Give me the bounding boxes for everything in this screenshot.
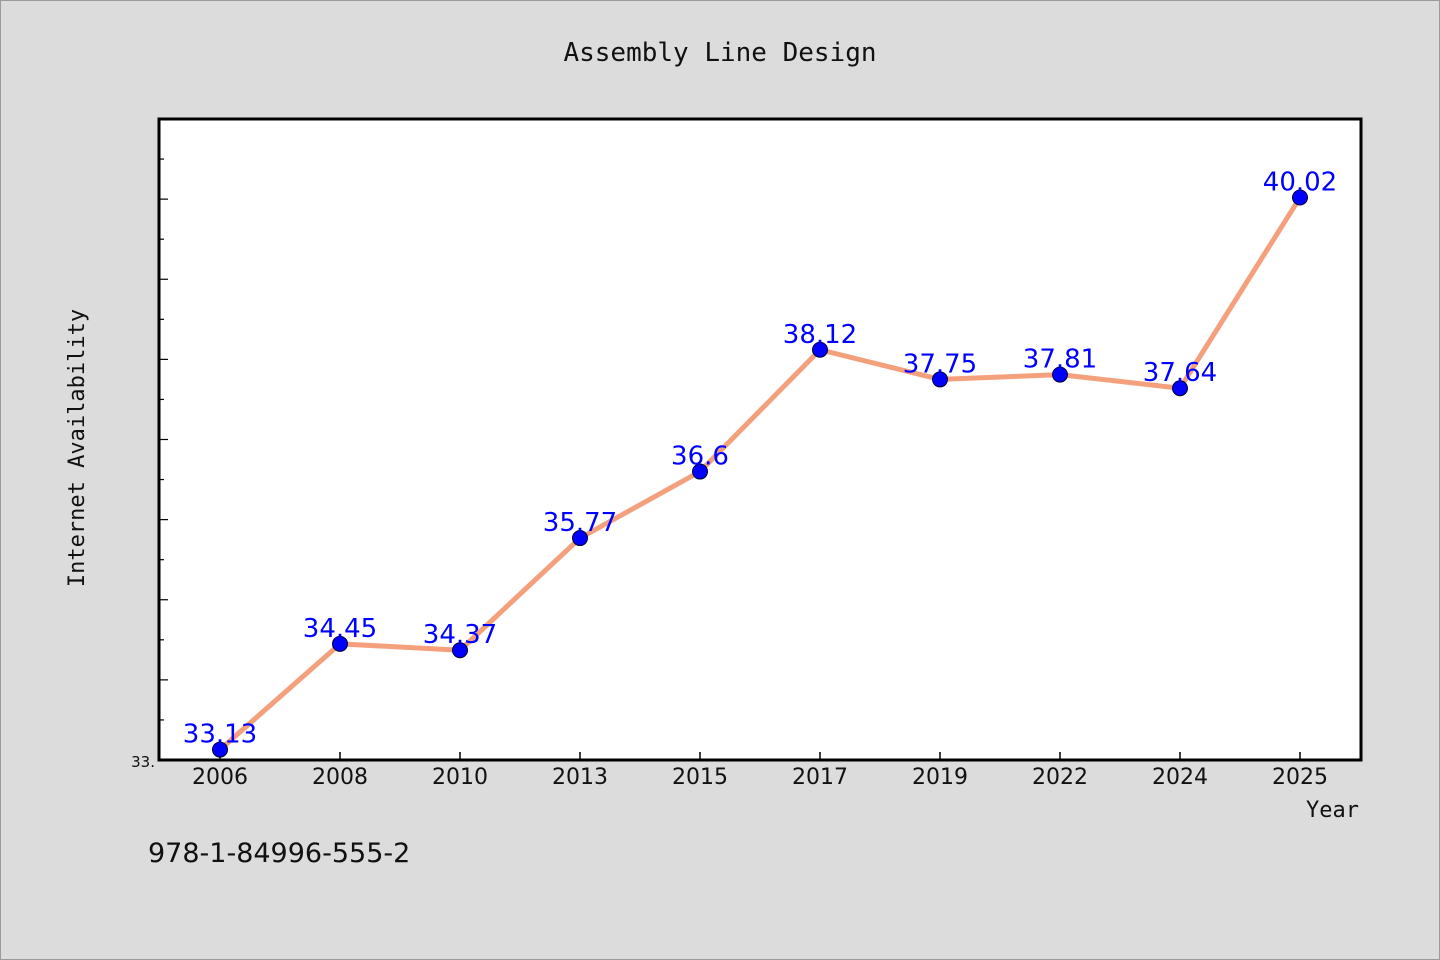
x-tick-label: 2019 — [912, 765, 968, 790]
x-tick-label: 2015 — [672, 765, 728, 790]
data-label: 40.02 — [1263, 168, 1337, 198]
data-point — [812, 341, 828, 358]
data-label: 35.77 — [543, 508, 617, 538]
data-point — [212, 741, 228, 758]
x-tick-label: 2010 — [432, 765, 488, 790]
data-label: 36.6 — [671, 442, 729, 472]
chart-title: Assembly Line Design — [563, 38, 876, 68]
series-line — [217, 195, 1303, 753]
data-point — [1292, 189, 1308, 206]
plot-area — [157, 117, 1363, 762]
x-tick-label: 2017 — [792, 765, 848, 790]
x-axis-title: Year — [1306, 798, 1359, 823]
x-tick-label: 2022 — [1032, 765, 1088, 790]
series-group: 33.13 34.45 34.37 35.77 36.6 38.12 37.75 37.81 3… — [183, 168, 1337, 758]
isbn-footer: 978-1-84996-555-2 — [148, 838, 410, 869]
data-point — [1172, 380, 1188, 397]
data-point — [572, 530, 588, 547]
data-point — [692, 463, 708, 480]
y-axis-ticks — [159, 118, 168, 761]
x-tick-label: 2008 — [312, 765, 368, 790]
data-label: 34.45 — [303, 614, 377, 644]
data-point — [452, 642, 468, 659]
data-label: 37.75 — [903, 349, 977, 379]
data-label: 37.64 — [1143, 358, 1217, 388]
x-tick-label: 2013 — [552, 765, 608, 790]
data-point — [932, 371, 948, 388]
data-label: 38.12 — [783, 320, 857, 350]
y-tick-label: 33. — [131, 753, 155, 771]
x-tick-label: 2006 — [192, 765, 248, 790]
y-axis-title: Internet Availability — [65, 309, 90, 587]
x-tick-label: 2025 — [1272, 765, 1328, 790]
x-tick-label: 2024 — [1152, 765, 1208, 790]
data-point — [1052, 366, 1068, 383]
data-label: 37.81 — [1023, 345, 1097, 375]
data-label: 34.37 — [423, 620, 497, 650]
data-point — [332, 635, 348, 652]
data-label: 33.13 — [183, 720, 257, 750]
x-axis-ticks: 2006 2008 2010 2013 2015 2017 2019 2022 2024 2025 — [192, 752, 1328, 790]
